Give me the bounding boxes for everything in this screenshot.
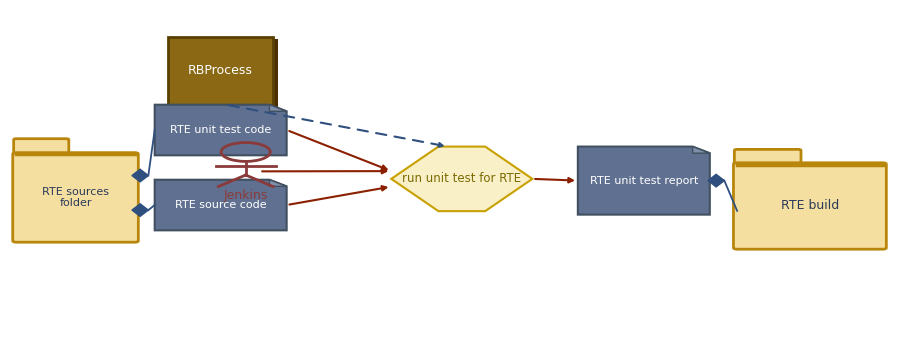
Polygon shape — [708, 174, 724, 187]
FancyBboxPatch shape — [13, 153, 138, 242]
Text: RTE source code: RTE source code — [175, 200, 267, 210]
Text: RTE sources
folder: RTE sources folder — [42, 187, 109, 208]
FancyBboxPatch shape — [733, 163, 886, 249]
Polygon shape — [391, 147, 532, 211]
Polygon shape — [132, 169, 148, 182]
FancyBboxPatch shape — [174, 39, 278, 107]
Text: Jenkins: Jenkins — [224, 189, 268, 202]
Polygon shape — [693, 147, 710, 153]
Text: RTE build: RTE build — [781, 200, 839, 213]
Polygon shape — [155, 105, 287, 155]
Polygon shape — [155, 180, 287, 230]
FancyBboxPatch shape — [168, 37, 273, 105]
Polygon shape — [132, 204, 148, 216]
Polygon shape — [269, 105, 287, 111]
Text: RTE unit test report: RTE unit test report — [590, 176, 698, 186]
Text: run unit test for RTE: run unit test for RTE — [402, 172, 521, 185]
Text: RTE unit test code: RTE unit test code — [170, 125, 271, 135]
FancyBboxPatch shape — [734, 149, 801, 166]
Text: RBProcess: RBProcess — [188, 64, 253, 77]
Polygon shape — [578, 147, 710, 215]
Polygon shape — [269, 180, 287, 186]
FancyBboxPatch shape — [14, 139, 69, 156]
